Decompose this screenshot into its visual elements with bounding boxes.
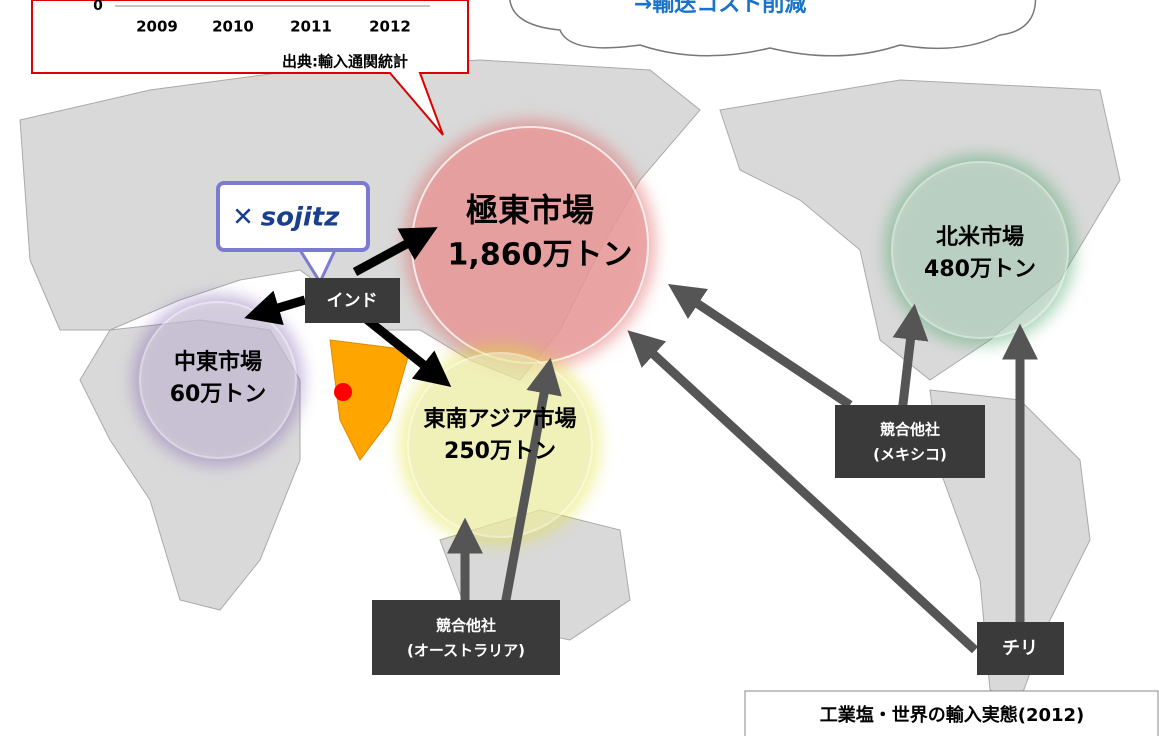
competitor-label: 競合他社: [436, 617, 496, 635]
competitor-box: [835, 405, 985, 478]
cloud-text: →輸送コスト削減: [634, 0, 806, 17]
market-volume: 480万トン: [924, 257, 1036, 282]
inset: 0 2009 2010 2011 2012 出典:輸入通関統計: [31, 0, 469, 136]
competitor-label: チリ: [1002, 638, 1038, 659]
market-volume: 250万トン: [444, 439, 556, 464]
footer-box: [744, 690, 1159, 740]
origin: インド: [327, 291, 378, 311]
competitor-origin: (オーストラリア): [407, 642, 525, 660]
competitor-box: [977, 622, 1064, 675]
export-arrows: [244, 227, 452, 387]
competitor-arrows: [447, 284, 1038, 654]
competitor-box: [372, 600, 560, 675]
year: 2011: [290, 18, 332, 36]
india-dot: [334, 383, 352, 401]
logo-box: sojitz ✕: [216, 181, 370, 286]
source: 出典:輸入通関統計: [282, 53, 408, 71]
origin-box: [305, 278, 400, 323]
market-name: 中東市場: [174, 349, 262, 375]
competitor-label: 競合他社: [880, 421, 940, 439]
year: 2012: [369, 18, 411, 36]
cloud: →輸送コスト削減: [509, 0, 1037, 57]
market-volume: 1,860万トン: [448, 238, 633, 273]
competitor-origin: (メキシコ): [873, 446, 947, 464]
logo: sojitz: [261, 203, 341, 233]
year: 2010: [212, 18, 254, 36]
market-name: 北米市場: [936, 224, 1024, 250]
year: 2009: [136, 18, 178, 36]
axis-zero: 0: [93, 0, 103, 14]
logo-mark: ✕: [232, 203, 254, 233]
circle: [139, 301, 297, 459]
circle: [891, 161, 1069, 339]
market-name: 東南アジア市場: [423, 406, 576, 432]
footer-title: 工業塩・世界の輸入実態(2012): [820, 704, 1085, 726]
market-volume: 60万トン: [170, 382, 267, 407]
market-name: 極東市場: [466, 191, 594, 229]
